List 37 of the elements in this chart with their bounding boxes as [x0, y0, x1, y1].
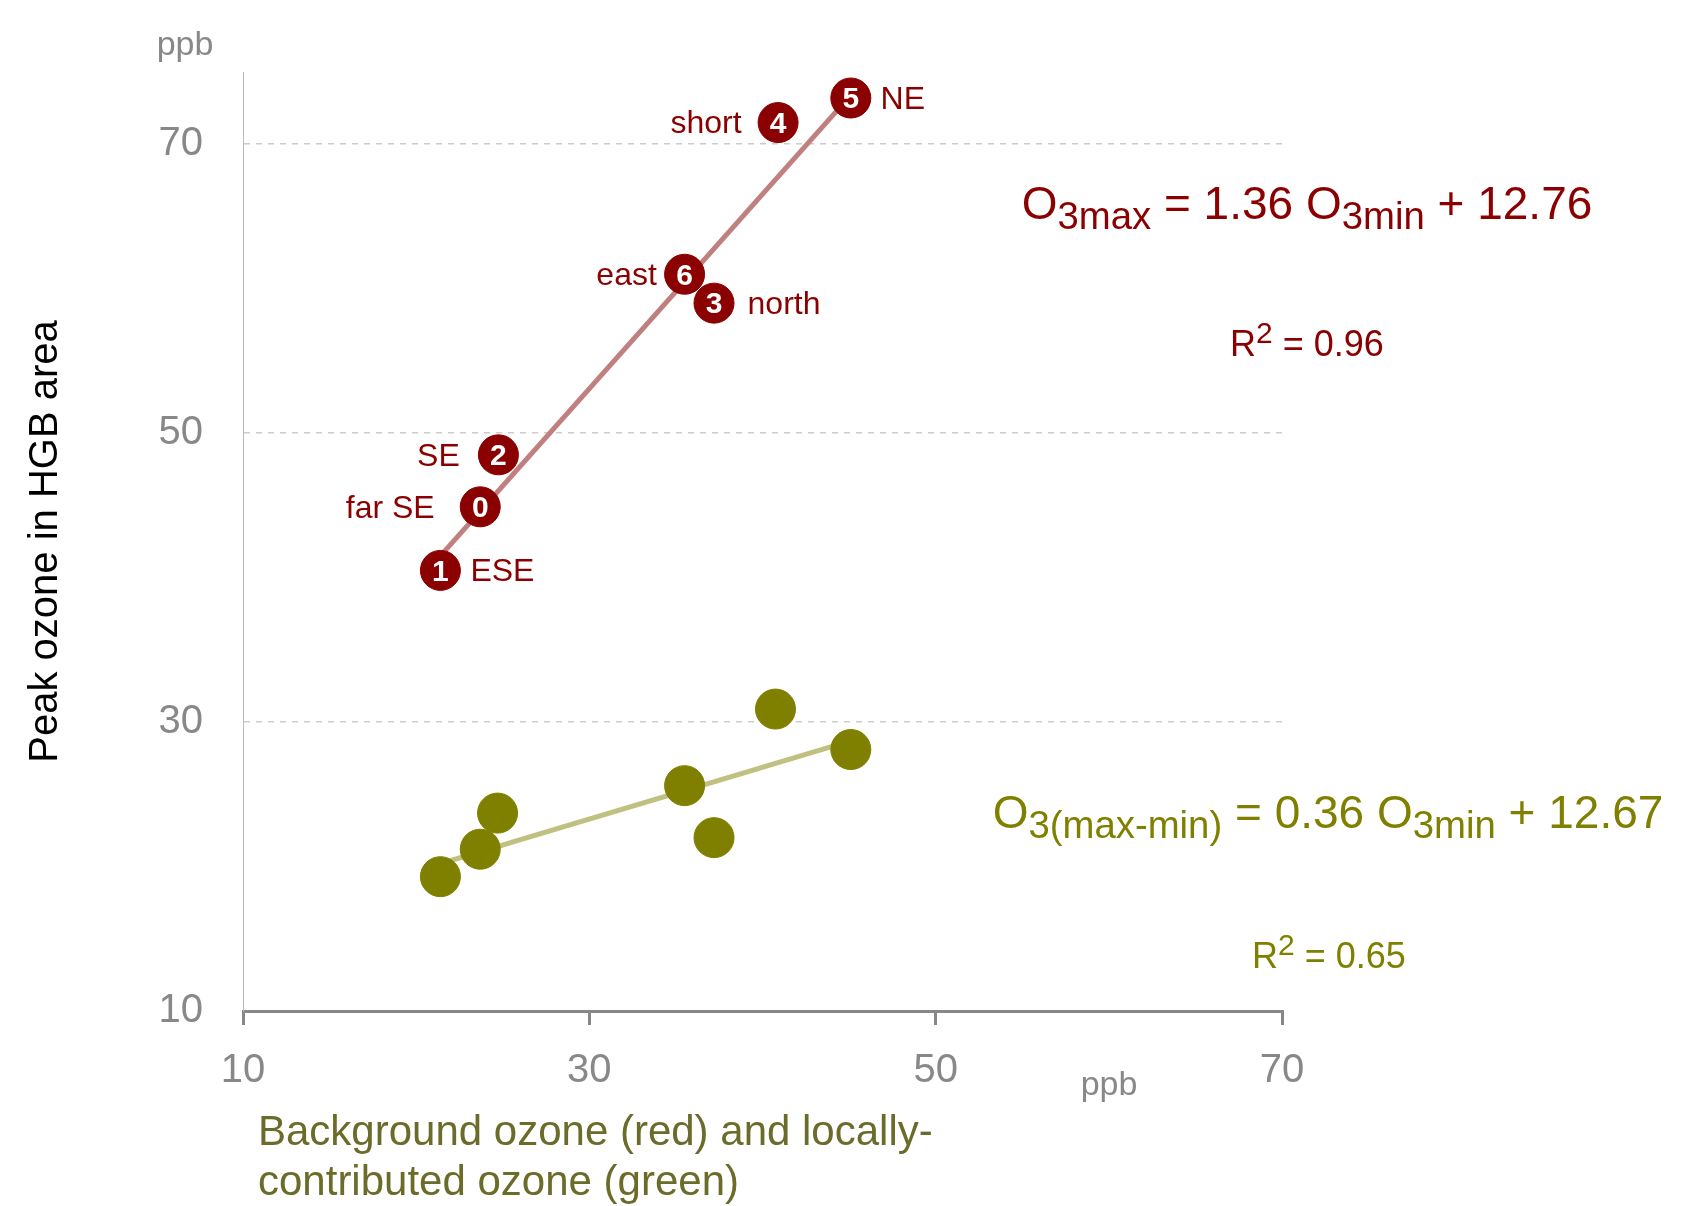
- annotation: short: [670, 104, 742, 141]
- annotation: 3: [705, 286, 723, 320]
- point: [754, 688, 796, 730]
- annotation: far SE: [345, 488, 435, 525]
- annotation: 2: [490, 438, 507, 472]
- annotation: 6: [676, 257, 693, 291]
- annotation: O$_{3(max-min)}$ = 0.36 O$_{3min}$ + 12.67: [992, 784, 1664, 848]
- point: [419, 856, 461, 898]
- annotation: 1: [432, 553, 449, 587]
- x-axis-title: Background ozone (red) and locally-contributed ozone (green): [258, 1106, 934, 1206]
- x-tick-label: 50: [913, 1046, 958, 1091]
- annotation: east: [596, 256, 657, 293]
- y-tick-label: 50: [158, 408, 203, 453]
- point: [664, 765, 706, 807]
- y-tick-label: 30: [158, 697, 203, 742]
- annotation: R$^{2}$ = 0.96: [1230, 315, 1384, 365]
- y-tick-label: 10: [158, 986, 203, 1031]
- x-tick-label: 70: [1259, 1046, 1305, 1091]
- point: [477, 792, 519, 834]
- text: ppb: [156, 23, 214, 63]
- annotation: 5: [842, 81, 860, 115]
- annotation: SE: [417, 436, 460, 473]
- annotation: O$_{3max}$ = 1.36 O$_{3min}$ + 12.76: [1021, 175, 1593, 239]
- x-tick-label: 30: [567, 1046, 612, 1091]
- annotation: R$^{2}$ = 0.65: [1252, 927, 1406, 977]
- annotation: 4: [769, 105, 787, 139]
- point: [830, 729, 872, 771]
- x-tick-label: 10: [220, 1046, 266, 1091]
- annotation: ESE: [470, 552, 535, 589]
- text: ppb: [1080, 1063, 1138, 1103]
- annotation: north: [747, 284, 821, 321]
- y-axis-title: Peak ozone in HGB area: [21, 319, 66, 763]
- annotation: 0: [471, 490, 489, 524]
- annotation: NE: [880, 79, 926, 116]
- point: [459, 828, 501, 870]
- y-tick-label: 70: [158, 119, 203, 164]
- point: [693, 817, 735, 859]
